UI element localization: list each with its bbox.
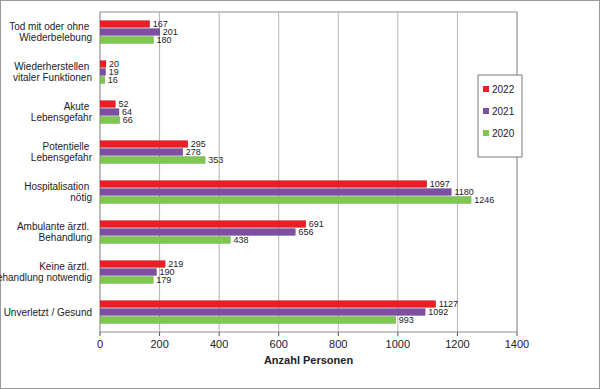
- tick-mark: [457, 332, 458, 336]
- data-label: 353: [208, 155, 223, 165]
- bar: [100, 37, 154, 44]
- data-label: 656: [298, 227, 313, 237]
- grid-line: [397, 12, 398, 332]
- bar: [100, 317, 396, 324]
- bar: [100, 117, 120, 124]
- tick-mark: [159, 332, 160, 336]
- bars: [100, 21, 471, 324]
- grid-line: [278, 12, 279, 332]
- data-label: 180: [157, 35, 172, 45]
- tick-label: 800: [329, 338, 347, 350]
- bar: [100, 69, 106, 76]
- data-label: 993: [399, 315, 414, 325]
- tick-mark: [100, 332, 101, 336]
- data-label: 1092: [428, 307, 448, 317]
- grid: [100, 12, 517, 336]
- category-label: Unverletzt / Gesund: [4, 307, 92, 318]
- bar: [100, 101, 115, 108]
- bar: [100, 221, 306, 228]
- bar: [100, 189, 451, 196]
- legend-label: 2022: [492, 84, 515, 95]
- tick-mark: [338, 332, 339, 336]
- grid-line: [338, 12, 339, 332]
- bar: [100, 269, 157, 276]
- grid-line: [219, 12, 220, 332]
- tick-mark: [397, 332, 398, 336]
- category-label: Tod mit oder ohne Wiederbelebung: [9, 21, 92, 43]
- category-label: Ambulante ärztl. Behandlung: [17, 221, 92, 243]
- tick-mark: [278, 332, 279, 336]
- grid-line: [517, 12, 518, 332]
- tick-label: 400: [210, 338, 228, 350]
- bar: [100, 277, 153, 284]
- plot-frame: [100, 12, 517, 332]
- bar: [100, 61, 106, 68]
- legend-swatch: [483, 86, 489, 92]
- bar: [100, 149, 183, 156]
- bar: [100, 261, 165, 268]
- bar: [100, 109, 119, 116]
- chart-svg: 0 200 400 600 800 1000 1200 1400 Anzahl Personen…: [0, 0, 600, 389]
- bar: [100, 229, 295, 236]
- data-label: 1180: [454, 187, 473, 197]
- legend: 2022 2021 2020: [478, 75, 522, 157]
- bar: [100, 77, 105, 84]
- legend-label: 2021: [492, 106, 515, 117]
- tick-label: 200: [150, 338, 168, 350]
- data-label: 1097: [430, 179, 450, 189]
- category-label: Hospitalisation nötig: [24, 181, 92, 203]
- tick-label: 0: [97, 338, 103, 350]
- bar: [100, 181, 427, 188]
- bar: [100, 309, 425, 316]
- legend-box: [478, 75, 522, 157]
- bar: [100, 157, 205, 164]
- data-label: 179: [156, 275, 171, 285]
- grid-line: [100, 12, 101, 332]
- category-label: Potentielle Lebensgefahr: [31, 141, 93, 163]
- tick-label: 1200: [445, 338, 469, 350]
- legend-swatch: [483, 130, 489, 136]
- bar: [100, 301, 436, 308]
- data-label: 66: [123, 115, 133, 125]
- bar: [100, 197, 471, 204]
- chart-container: 0 200 400 600 800 1000 1200 1400 Anzahl Personen…: [0, 0, 600, 389]
- tick-label: 1400: [505, 338, 529, 350]
- data-label: 438: [233, 235, 248, 245]
- category-label: Wiederherstellen vitaler Funktionen: [13, 61, 92, 83]
- tick-mark: [219, 332, 220, 336]
- legend-label: 2020: [492, 128, 515, 139]
- data-label: 1246: [474, 195, 494, 205]
- legend-swatch: [483, 108, 489, 114]
- data-labels: 1672011802019165264662952783531097118012…: [108, 19, 494, 325]
- data-label: 278: [186, 147, 201, 157]
- bar: [100, 21, 150, 28]
- tick-label: 1000: [386, 338, 410, 350]
- grid-line: [457, 12, 458, 332]
- category-label: Keine ärztl. Behandlung notwendig: [0, 261, 92, 283]
- tick-label: 600: [270, 338, 288, 350]
- bar: [100, 29, 160, 36]
- data-label: 16: [108, 75, 118, 85]
- bar: [100, 141, 188, 148]
- chart-border: [1, 1, 600, 389]
- axis-label: Anzahl Personen: [264, 354, 354, 366]
- tick-mark: [517, 332, 518, 336]
- category-label: Akute Lebensgefahr: [31, 101, 93, 123]
- bar: [100, 237, 230, 244]
